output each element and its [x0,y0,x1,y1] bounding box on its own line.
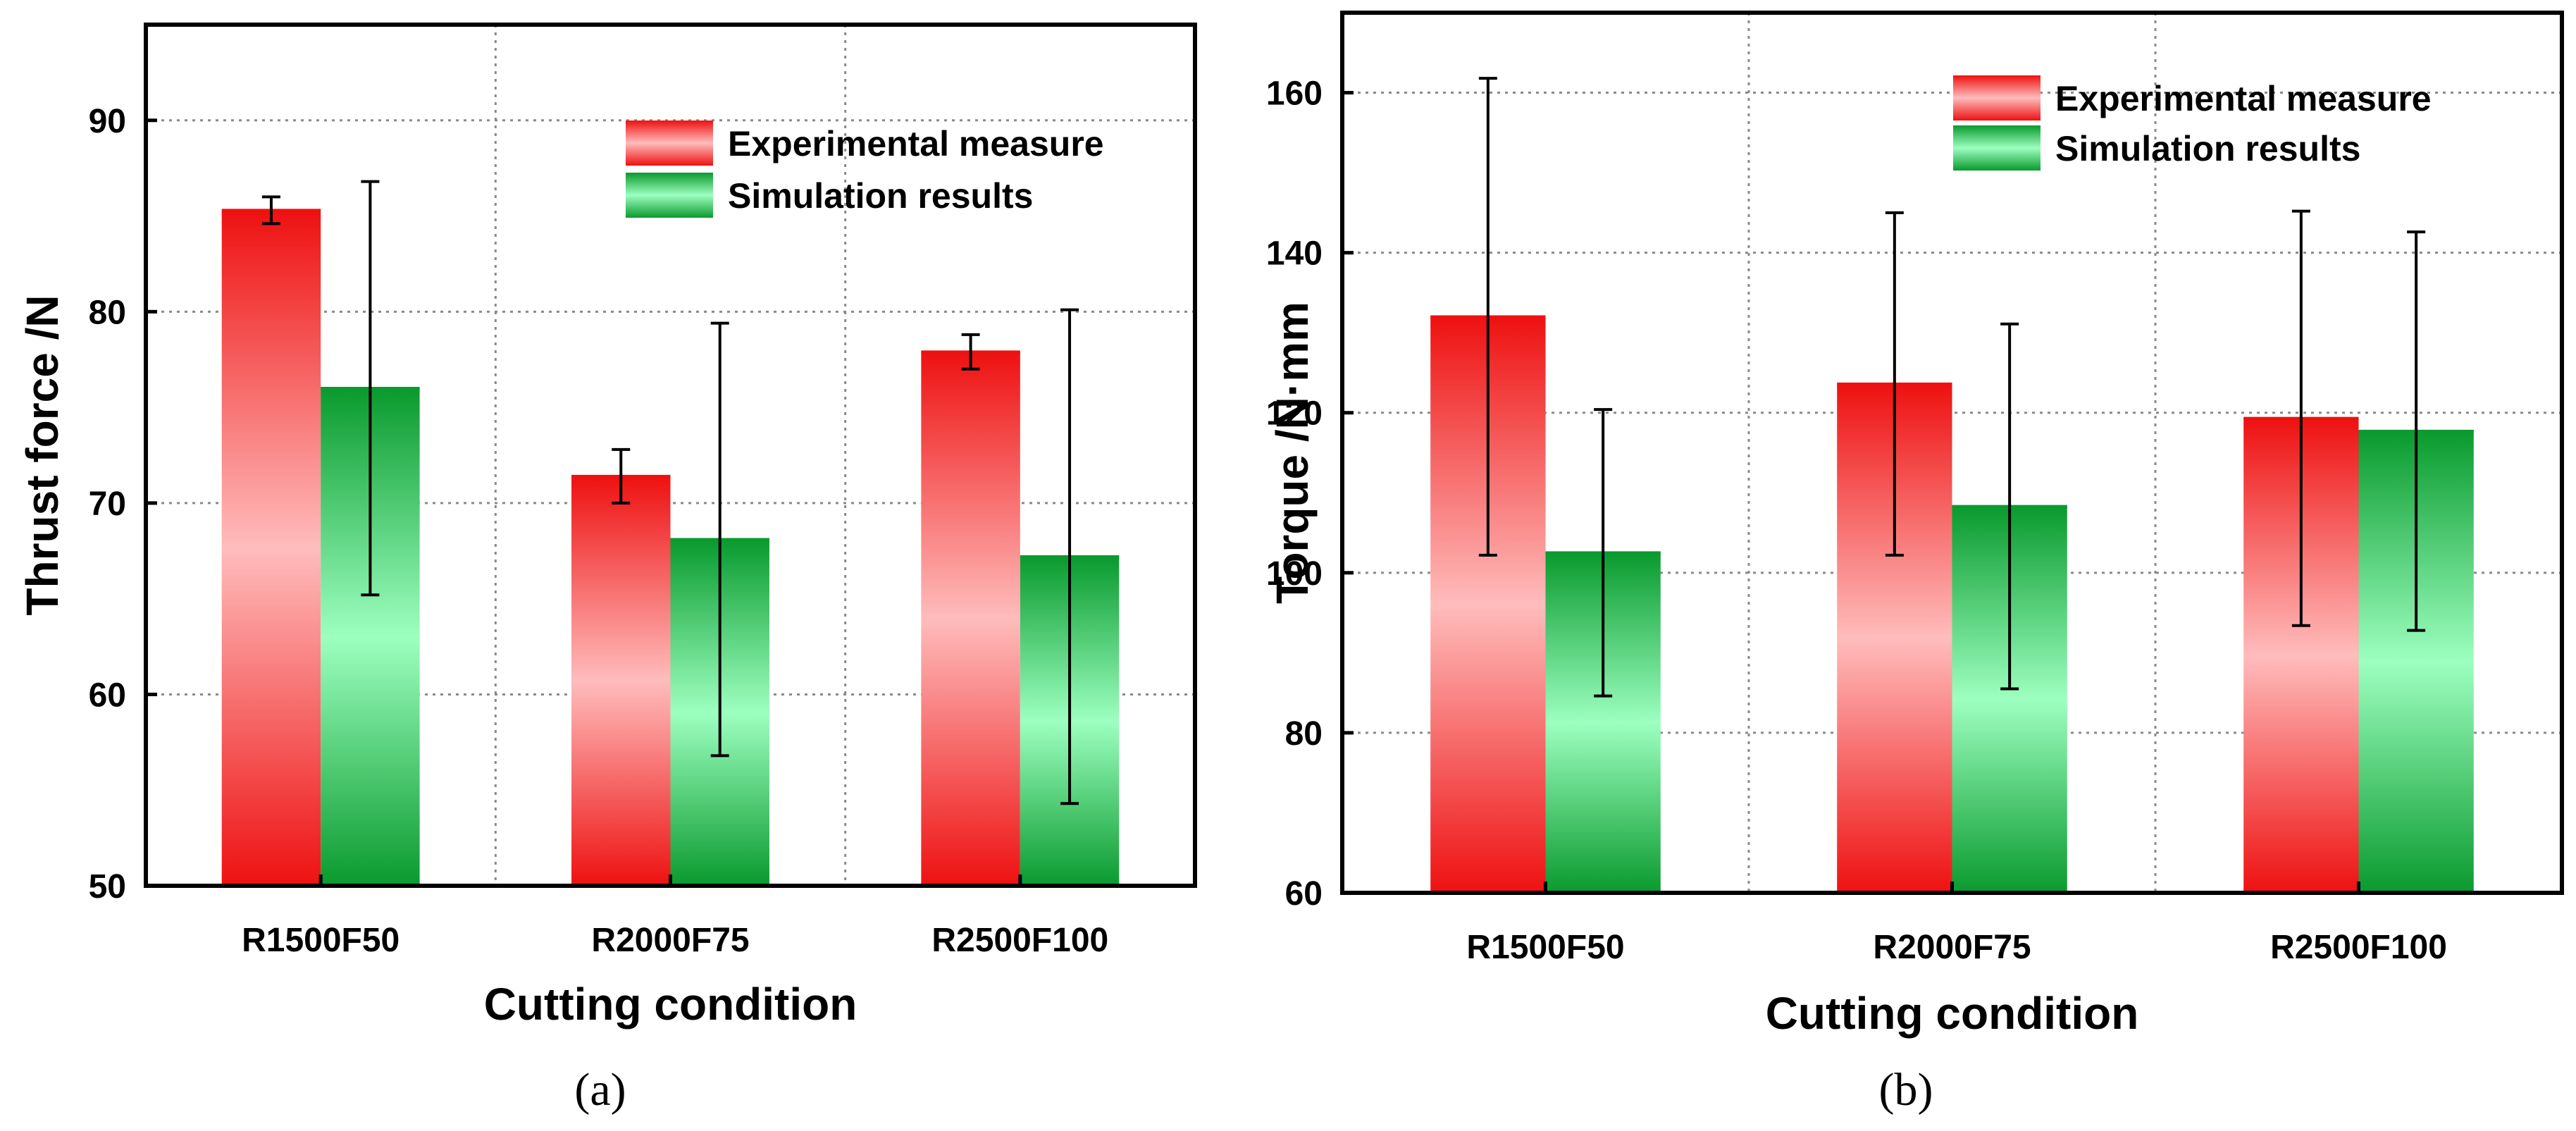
error-bar-simulation-R1500F50 [1594,408,1613,698]
error-bar-experimental-R2500F100 [2291,209,2310,627]
panel-label: (a) [574,1064,626,1115]
x-tick-label: R2500F100 [2270,929,2447,966]
legend: Experimental measure Simulation results [1953,75,2432,171]
y-axis-title: Thrust force /N [17,295,68,615]
legend-swatch-simulation [1953,125,2041,171]
y-tick-label: 70 [89,486,126,523]
y-tick-label: 60 [89,676,126,714]
x-axis-title: Cutting condition [484,979,857,1030]
y-tick-label: 120 [1266,395,1323,433]
legend-label-simulation: Simulation results [728,176,1033,216]
y-tick-label: 100 [1266,555,1323,593]
y-axis-title: Torque /N·mm [1267,302,1318,604]
bar-experimental-R2000F75 [571,476,671,886]
chart-panel-b: R1500F50 R2000F75 R2500F100 60 80 100 120 140 16… [1266,11,2564,1115]
legend-label-simulation: Simulation results [2055,129,2360,168]
bar-experimental-R2500F100 [921,352,1020,886]
error-bar-simulation-R2000F75 [2000,322,2019,691]
y-tick-label: 50 [89,868,126,906]
error-bar-experimental-R1500F50 [1478,77,1497,557]
x-tick-label: R1500F50 [242,922,400,959]
y-tick-label: 140 [1266,235,1323,273]
x-tick-label: R2000F75 [1873,929,2031,966]
legend-label-experimental: Experimental measure [2055,79,2432,118]
y-tick-label: 80 [89,294,126,331]
y-tick-label: 60 [1285,875,1323,913]
chart-panel-a: R1500F50 R2000F75 R2500F100 50 60 70 80 90 Thrus… [17,23,1197,1115]
legend-swatch-experimental [1953,75,2041,120]
x-tick-label: R2500F100 [931,922,1108,959]
x-tick-label: R2000F75 [591,922,749,959]
y-tick-label: 90 [89,103,126,140]
x-axis-title: Cutting condition [1766,988,2139,1039]
y-tick-label: 160 [1266,75,1323,113]
error-bar-experimental-R2000F75 [1885,211,1904,557]
x-tick-label: R1500F50 [1466,929,1624,966]
bar-experimental-R1500F50 [221,210,321,886]
error-bar-experimental-R1500F50 [261,195,280,225]
legend: Experimental measure Simulation results [626,120,1104,218]
error-bar-simulation-R2000F75 [710,321,729,758]
legend-label-experimental: Experimental measure [728,124,1104,163]
legend-swatch-experimental [626,120,713,166]
error-bar-experimental-R2000F75 [612,447,631,505]
error-bar-experimental-R2500F100 [961,333,980,371]
error-bar-simulation-R2500F100 [1060,308,1079,805]
y-tick-label: 80 [1285,715,1323,753]
panel-label: (b) [1879,1064,1933,1115]
error-bar-simulation-R1500F50 [361,180,380,597]
error-bar-simulation-R2500F100 [2407,230,2426,632]
legend-swatch-simulation [626,173,713,218]
